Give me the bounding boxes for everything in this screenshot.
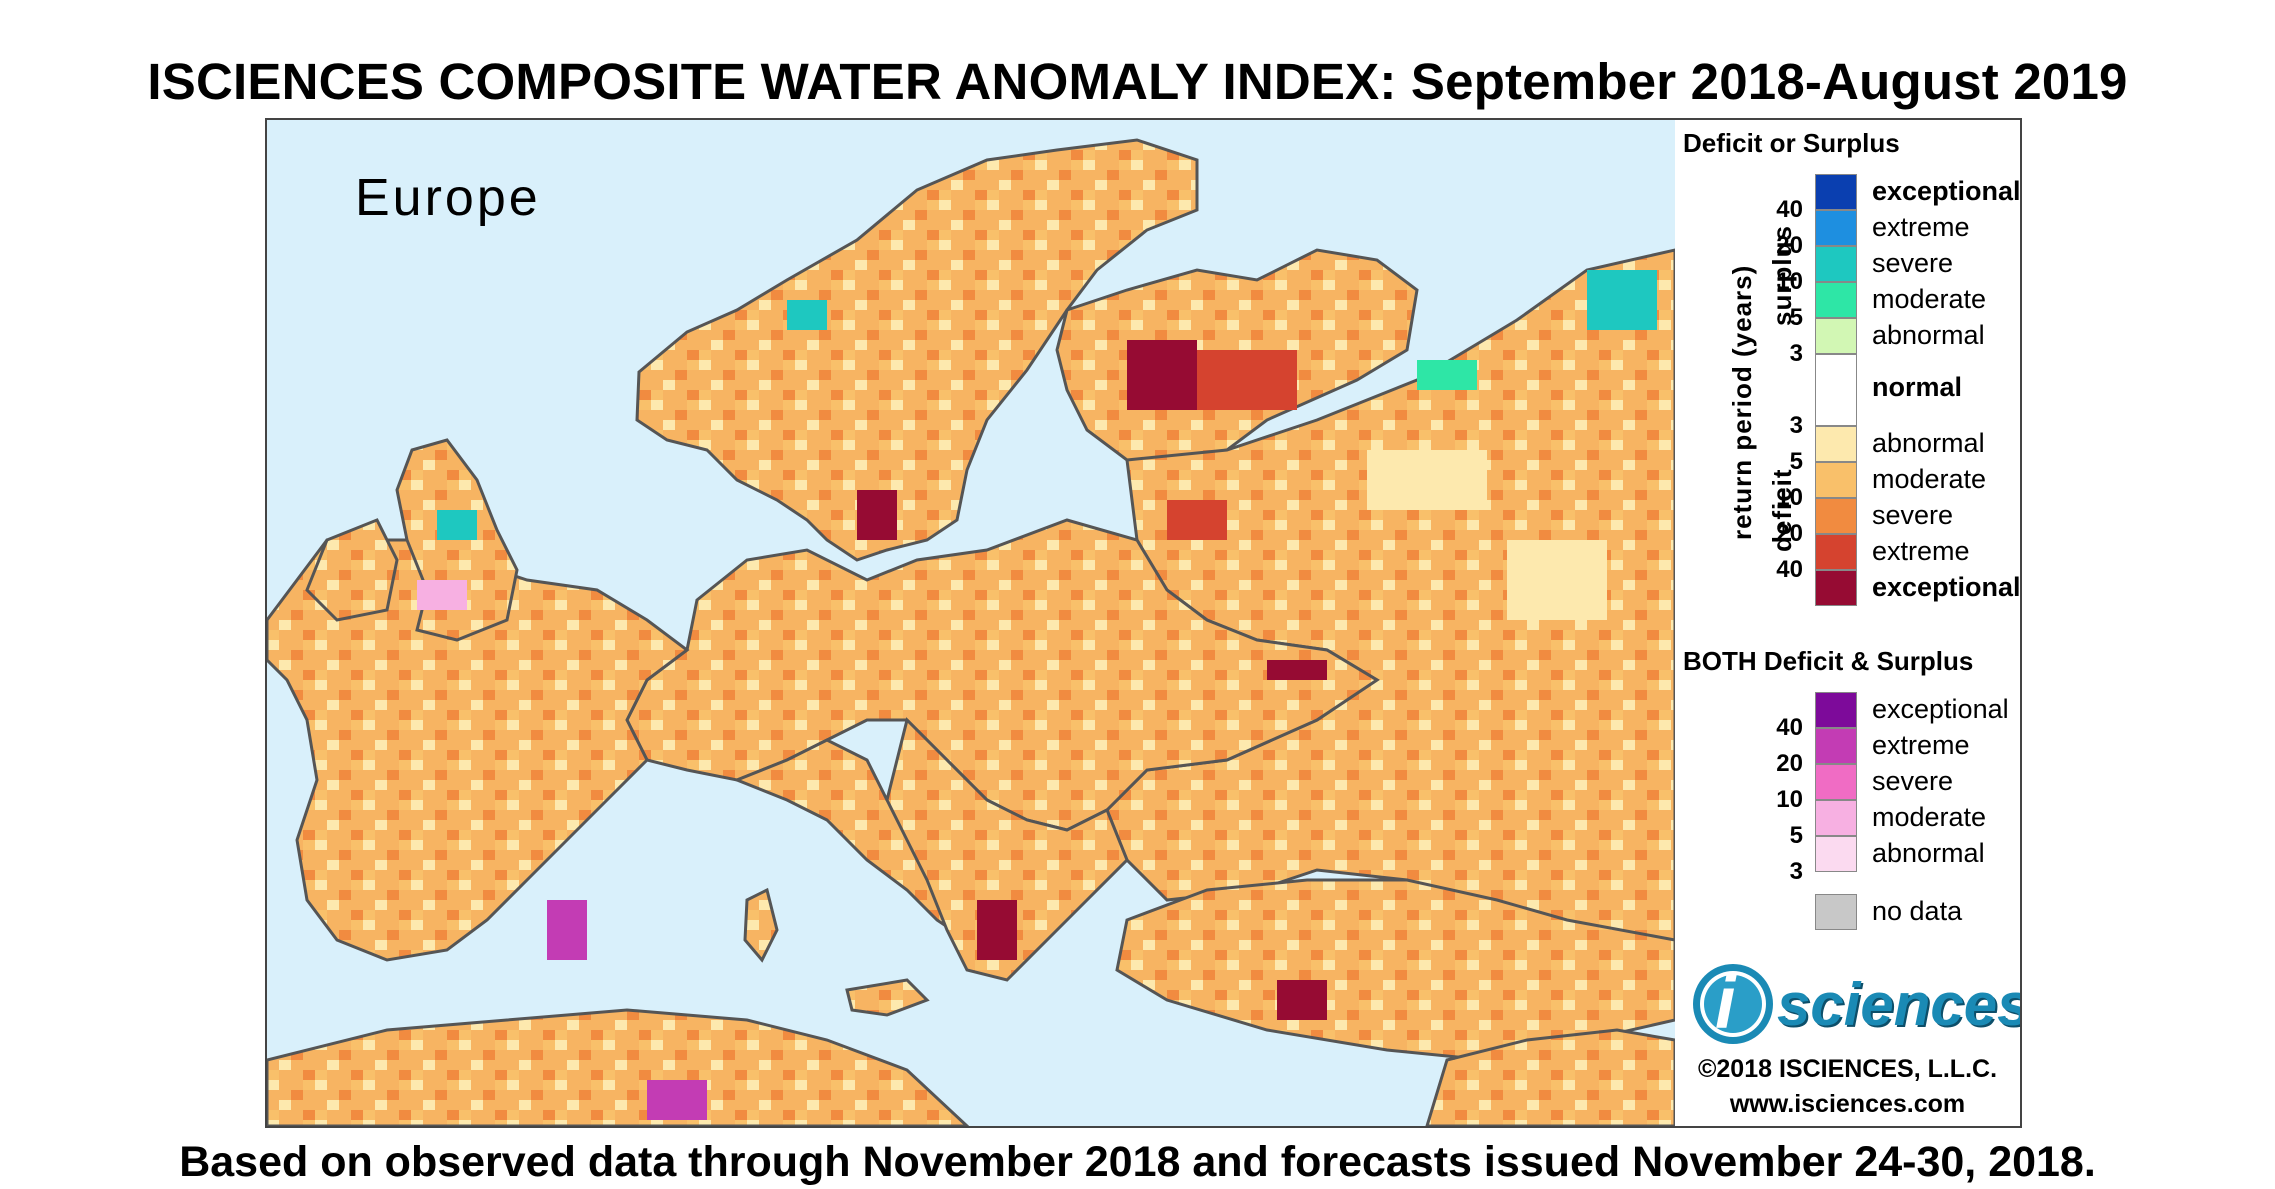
both-tick: 3 bbox=[1789, 858, 1803, 885]
deficit-tick: 3 bbox=[1789, 412, 1803, 439]
deficit-swatch-abnormal bbox=[1815, 426, 1857, 462]
copyright-text: ©2018 ISCIENCES, L.L.C. bbox=[1697, 1055, 1998, 1083]
no-data-label: no data bbox=[1872, 896, 1963, 926]
patch-both-spain bbox=[547, 900, 587, 960]
deficit-label-moderate: moderate bbox=[1872, 464, 1987, 494]
both-swatch-moderate bbox=[1815, 800, 1857, 836]
scandinavia-land bbox=[635, 138, 1199, 562]
patch-both-africa bbox=[647, 1080, 707, 1120]
patch-exceptional-finland bbox=[1127, 340, 1197, 410]
deficit-label-extreme: extreme bbox=[1872, 536, 1970, 566]
surplus-swatch-severe bbox=[1815, 246, 1857, 282]
legend-panel: Deficit or Surplus return period (years)… bbox=[1675, 120, 2020, 1126]
patch-exceptional-scand bbox=[857, 490, 897, 540]
patch-surplus-russia bbox=[1417, 360, 1477, 390]
both-tick: 5 bbox=[1789, 822, 1803, 849]
both-swatch-severe bbox=[1815, 764, 1857, 800]
website-link[interactable]: www.isciences.com bbox=[1729, 1090, 1966, 1118]
surplus-swatch-extreme bbox=[1815, 210, 1857, 246]
surplus-tick: 5 bbox=[1789, 304, 1803, 331]
patch-surplus-russia-2 bbox=[1587, 270, 1657, 330]
europe-map: Europe bbox=[267, 120, 1675, 1126]
central-europe-land bbox=[625, 518, 1380, 832]
both-label-severe: severe bbox=[1872, 766, 1954, 796]
deficit-label-exceptional: exceptional bbox=[1872, 572, 2021, 602]
surplus-tick: 20 bbox=[1776, 232, 1803, 259]
legend-heading-deficit-surplus: Deficit or Surplus bbox=[1683, 128, 1900, 158]
deficit-swatch-moderate bbox=[1815, 462, 1857, 498]
patch-extreme-finland bbox=[1197, 350, 1297, 410]
both-label-moderate: moderate bbox=[1872, 802, 1987, 832]
turkey-land bbox=[1115, 878, 1675, 1062]
surplus-tick: 3 bbox=[1789, 340, 1803, 367]
both-swatch-extreme bbox=[1815, 728, 1857, 764]
patch-exceptional-balkans bbox=[977, 900, 1017, 960]
patch-exceptional-turkey bbox=[1277, 980, 1327, 1020]
sicily-land bbox=[845, 978, 930, 1017]
deficit-label-severe: severe bbox=[1872, 500, 1954, 530]
legend-heading-both: BOTH Deficit & Surplus bbox=[1683, 646, 1974, 676]
map-title: ISCIENCES COMPOSITE WATER ANOMALY INDEX:… bbox=[147, 53, 2128, 110]
western-europe-land bbox=[267, 538, 690, 962]
patch-exceptional-ukraine bbox=[1267, 660, 1327, 680]
surplus-tick: 40 bbox=[1776, 196, 1803, 223]
deficit-swatch-extreme bbox=[1815, 534, 1857, 570]
patch-extreme-baltic bbox=[1167, 500, 1227, 540]
normal-swatch bbox=[1815, 354, 1857, 426]
deficit-swatch-severe bbox=[1815, 498, 1857, 534]
logo-letter: i bbox=[1715, 961, 1736, 1044]
both-label-extreme: extreme bbox=[1872, 730, 1970, 760]
both-swatch-exceptional bbox=[1815, 692, 1857, 728]
surplus-label-extreme: extreme bbox=[1872, 212, 1970, 242]
logo-wordmark: sciences bbox=[1777, 971, 2022, 1038]
surplus-tick: 10 bbox=[1776, 268, 1803, 295]
patch-both-uk bbox=[417, 580, 467, 610]
map-footer-note: Based on observed data through November … bbox=[179, 1138, 2096, 1186]
patch-surplus-uk bbox=[437, 510, 477, 540]
logo-inner-icon bbox=[1704, 975, 1762, 1033]
surplus-swatch-abnormal bbox=[1815, 318, 1857, 354]
normal-label: normal bbox=[1872, 372, 1963, 402]
deficit-tick: 5 bbox=[1789, 448, 1803, 475]
map-canvas bbox=[267, 138, 1675, 1126]
surplus-label-severe: severe bbox=[1872, 248, 1954, 278]
north-africa-land bbox=[267, 1008, 970, 1126]
no-data-swatch bbox=[1815, 894, 1857, 930]
map-frame: Europe Deficit or Surplus return period … bbox=[265, 118, 2022, 1128]
surplus-swatch-moderate bbox=[1815, 282, 1857, 318]
ireland-land bbox=[305, 518, 399, 622]
surplus-label-exceptional: exceptional bbox=[1872, 176, 2021, 206]
region-label: Europe bbox=[355, 169, 541, 227]
both-swatch-abnormal bbox=[1815, 836, 1857, 872]
deficit-tick: 20 bbox=[1776, 520, 1803, 547]
surplus-label-abnormal: abnormal bbox=[1872, 320, 1985, 350]
sardinia-land bbox=[743, 887, 779, 963]
surplus-swatch-exceptional bbox=[1815, 174, 1857, 210]
balkans-land bbox=[885, 717, 1129, 982]
both-label-exceptional: exceptional bbox=[1872, 694, 2009, 724]
surplus-label-moderate: moderate bbox=[1872, 284, 1987, 314]
both-tick: 40 bbox=[1776, 714, 1803, 741]
logo-graphic bbox=[1693, 964, 1773, 1044]
deficit-swatch-exceptional bbox=[1815, 570, 1857, 606]
deficit-label-abnormal: abnormal bbox=[1872, 428, 1985, 458]
deficit-tick: 40 bbox=[1776, 556, 1803, 583]
both-tick: 20 bbox=[1776, 750, 1803, 777]
both-tick: 10 bbox=[1776, 786, 1803, 813]
patch-normal-russia-2 bbox=[1507, 540, 1607, 620]
middle-east-land bbox=[1425, 1028, 1675, 1126]
patch-normal-russia bbox=[1367, 450, 1487, 510]
deficit-tick: 10 bbox=[1776, 484, 1803, 511]
isciences-logo: i sciences bbox=[1687, 958, 2020, 1050]
both-label-abnormal: abnormal bbox=[1872, 838, 1985, 868]
patch-surplus-norway bbox=[787, 300, 827, 330]
